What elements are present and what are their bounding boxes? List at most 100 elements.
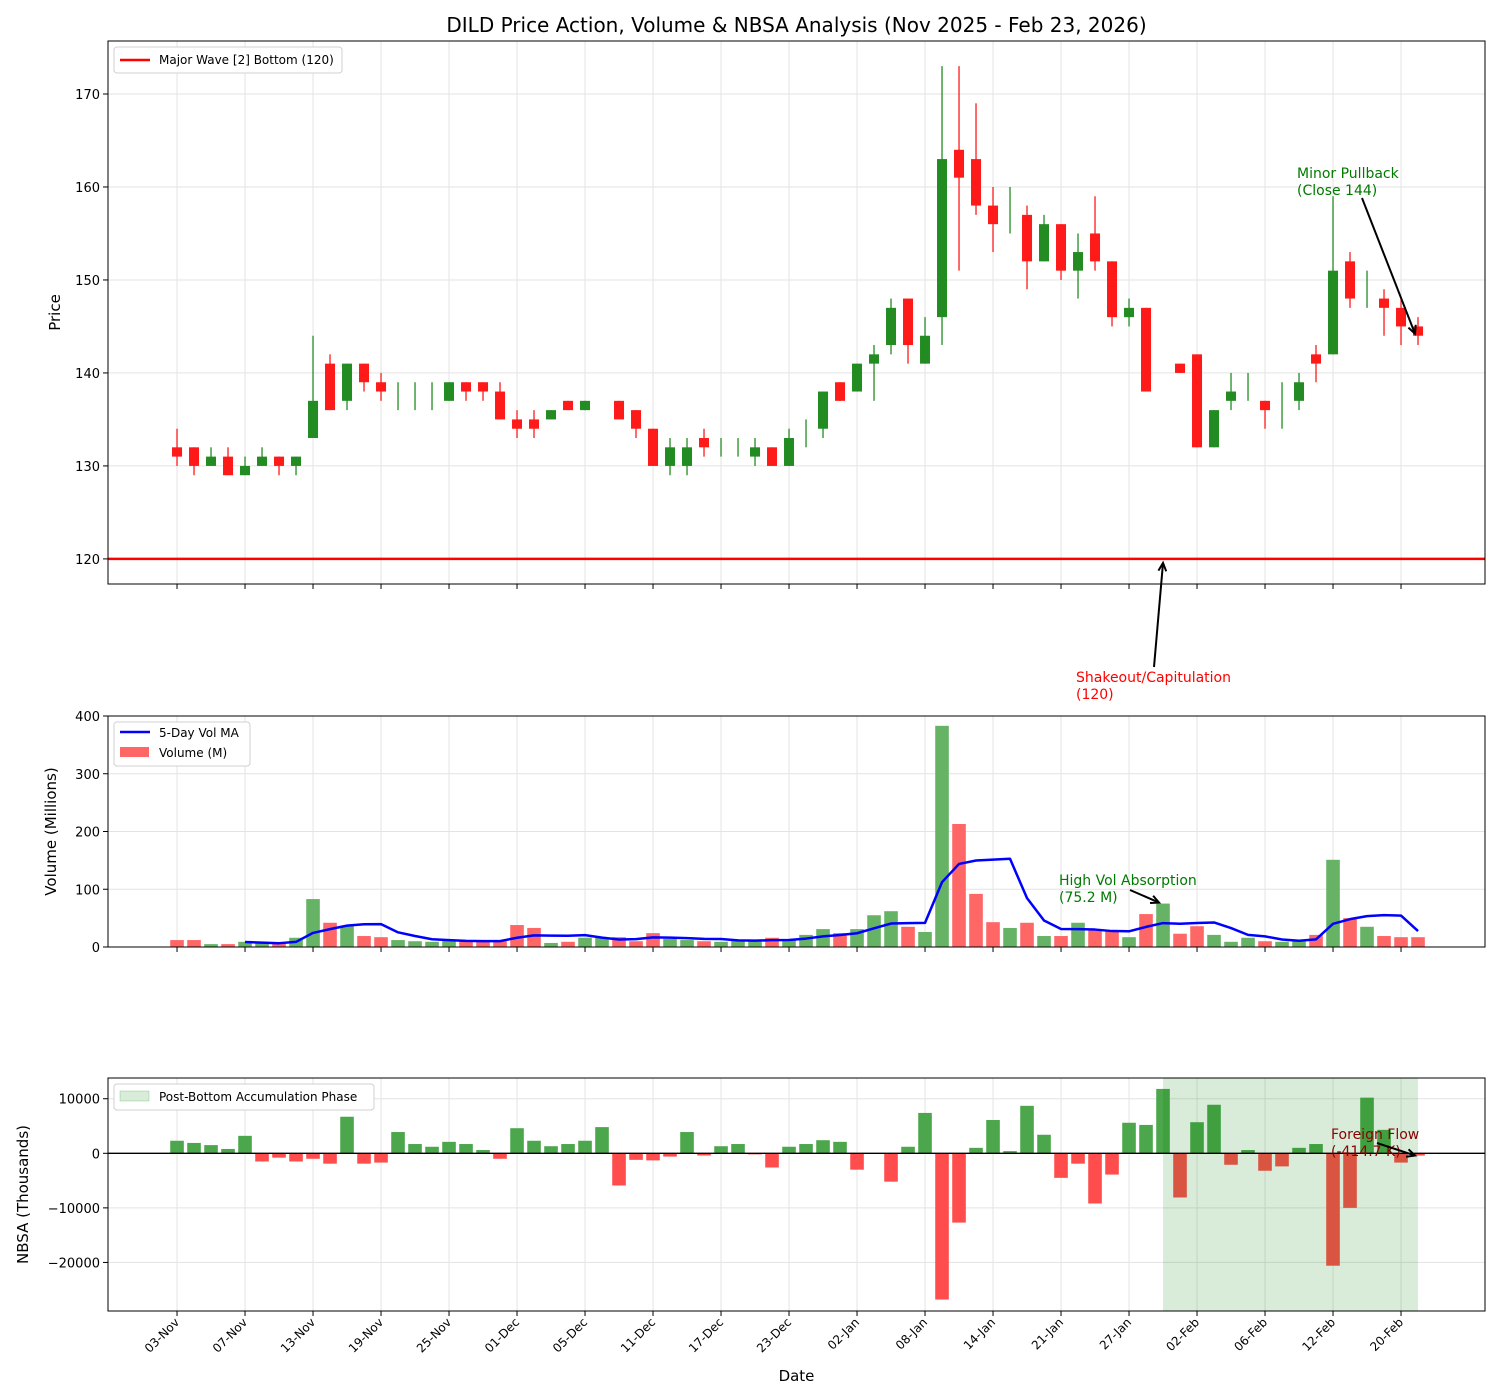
volume-bar [816, 929, 830, 947]
volume-bar [1139, 914, 1153, 947]
candle-body [954, 149, 965, 178]
candle [1413, 317, 1424, 346]
candle [767, 447, 778, 466]
candle-body [1226, 391, 1237, 401]
x-tick-label: 19-Nov [346, 1315, 386, 1355]
volume-bar [425, 941, 439, 947]
volume-bar [544, 942, 558, 947]
foreign-flow-arrow-head [1405, 1148, 1418, 1158]
candle [648, 428, 659, 466]
nbsa-axes-frame [107, 1077, 1486, 1312]
candle [342, 363, 353, 411]
volume-bar [1003, 927, 1017, 947]
price-axes-frame [107, 40, 1486, 585]
candle [818, 391, 829, 439]
nbsa-bar [340, 1116, 354, 1154]
nbsa-bar [969, 1147, 983, 1154]
nbsa-bar [544, 1146, 558, 1154]
absorption-annotation-text: High Vol Absorption [1059, 873, 1197, 889]
candle-body [274, 456, 285, 466]
y-tick-label: 0 [92, 941, 100, 956]
legend-patch-icon [120, 747, 149, 757]
nbsa-bar [901, 1146, 915, 1154]
x-tick-label: 20-Feb [1367, 1315, 1406, 1354]
nbsa-bar [612, 1153, 626, 1186]
y-tick-label: 400 [75, 710, 100, 725]
legend-patch-icon [119, 1090, 150, 1102]
nbsa-bar [187, 1142, 201, 1154]
candle-body [376, 382, 387, 392]
candle-body [308, 400, 319, 439]
volume-bar [986, 922, 1000, 947]
candle-body [699, 438, 710, 448]
candle [376, 372, 387, 401]
candle-body [359, 363, 370, 383]
volume-bar [170, 940, 184, 947]
candle-body [1192, 354, 1203, 448]
volume-bar [935, 725, 949, 947]
nbsa-bar [510, 1128, 524, 1154]
nbsa-bar [221, 1148, 235, 1154]
candle-body [818, 391, 829, 429]
x-tick-label: 07-Nov [210, 1315, 250, 1355]
volume-bar [1241, 937, 1255, 947]
nbsa-bar [595, 1127, 609, 1154]
y-axis-label: Volume (Millions) [42, 767, 60, 895]
candle-body [784, 438, 795, 466]
pullback-arrow-head [1407, 324, 1417, 336]
candle-body [1039, 224, 1050, 262]
nbsa-bar [1292, 1147, 1306, 1154]
volume-bar [1394, 937, 1408, 947]
candle [1090, 196, 1101, 271]
volume-bar [1377, 936, 1391, 947]
absorption-arrow-head [1149, 895, 1162, 904]
volume-bar [1207, 934, 1221, 947]
candle [1379, 289, 1390, 336]
candle [529, 410, 540, 439]
candle-body [835, 382, 846, 401]
nbsa-bar [459, 1144, 473, 1154]
nbsa-bar [255, 1153, 269, 1162]
nbsa-bar [476, 1150, 490, 1154]
candle-body [1141, 307, 1152, 392]
nbsa-bar [323, 1153, 337, 1164]
candle [1345, 252, 1356, 308]
candle-body [1311, 354, 1322, 364]
nbsa-bar [1326, 1153, 1340, 1266]
nbsa-bar [170, 1140, 184, 1154]
x-tick-label: 12-Feb [1299, 1315, 1338, 1354]
volume-ma-line [244, 857, 1419, 945]
legend-label: Post-Bottom Accumulation Phase [159, 1090, 357, 1104]
volume-bar [867, 915, 881, 947]
nbsa-bar [289, 1153, 303, 1162]
candle [1141, 307, 1152, 392]
candle-body [648, 428, 659, 466]
nbsa-bar [1173, 1153, 1187, 1198]
candle-body [206, 456, 217, 466]
candle [920, 317, 931, 364]
nbsa-bar [391, 1132, 405, 1154]
x-axis-label: Date [779, 1367, 815, 1385]
candle-body [1090, 233, 1101, 262]
candle [852, 363, 863, 392]
nbsa-bar [1156, 1088, 1170, 1154]
nbsa-bar [204, 1145, 218, 1154]
candle [444, 382, 455, 401]
nbsa-bar [1207, 1104, 1221, 1154]
volume-bar [272, 942, 286, 947]
candle [257, 447, 268, 466]
candle [461, 382, 472, 401]
y-tick-label: 160 [75, 181, 100, 196]
x-tick-label: 21-Jan [1029, 1315, 1066, 1352]
y-tick-label: 120 [75, 553, 100, 568]
candle [1328, 196, 1339, 355]
x-tick-label: 17-Dec [686, 1315, 726, 1355]
candle [563, 400, 574, 411]
volume-legend: 5-Day Vol MA Volume (M) [113, 721, 251, 767]
volume-bar [1122, 937, 1136, 947]
x-tick-label: 14-Jan [961, 1315, 998, 1352]
nbsa-bar [425, 1146, 439, 1154]
legend-label: 5-Day Vol MA [159, 726, 240, 740]
candle [512, 410, 523, 439]
legend-box [113, 46, 343, 74]
